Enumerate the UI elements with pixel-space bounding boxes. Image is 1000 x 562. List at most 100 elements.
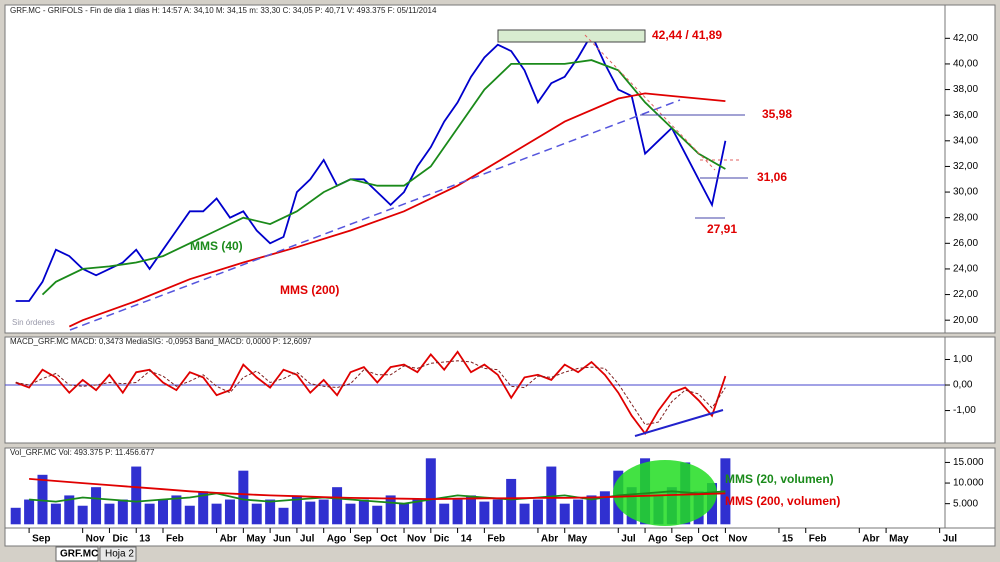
x-tick-label: Jun	[273, 534, 291, 545]
volume-bar	[412, 499, 423, 525]
x-tick-label: Jul	[621, 534, 636, 545]
x-tick-label: May	[889, 534, 909, 545]
volume-bar	[345, 503, 356, 525]
annotation: MMS (20, volumen)	[725, 472, 834, 486]
volume-bar	[399, 503, 410, 525]
x-tick-label: Abr	[220, 534, 237, 545]
y-tick-label: 1,00	[953, 354, 973, 365]
volume-bar	[117, 499, 128, 525]
annotation: 27,91	[707, 222, 737, 236]
y-tick-label: 26,00	[953, 238, 978, 249]
y-tick-label: 36,00	[953, 110, 978, 121]
sheet-tab[interactable]	[55, 546, 99, 562]
series-line	[15, 350, 727, 436]
x-tick-label: Dic	[434, 534, 450, 545]
volume-bar	[332, 487, 343, 525]
x-tick-label: Sep	[32, 534, 50, 545]
x-tick-label: Feb	[166, 534, 184, 545]
annotation: MMS (200, volumen)	[725, 494, 840, 508]
y-tick-label: 22,00	[953, 289, 978, 300]
volume-bar	[425, 458, 436, 525]
volume-bar	[184, 505, 195, 525]
y-tick-label: 5.000	[953, 498, 978, 509]
volume-bar	[586, 495, 597, 525]
y-tick-label: 38,00	[953, 84, 978, 95]
volume-bar	[131, 466, 142, 525]
y-tick-label: 40,00	[953, 59, 978, 70]
volume-bar	[265, 499, 276, 525]
x-tick-label: Sep	[353, 534, 371, 545]
x-tick-label: Oct	[380, 534, 397, 545]
volume-bar	[104, 503, 115, 525]
highlight-ellipse	[613, 460, 717, 526]
price-header: GRF.MC - GRIFOLS - Fin de día 1 días H: …	[10, 6, 437, 15]
x-tick-label: Feb	[487, 534, 505, 545]
volume-bar	[546, 466, 557, 525]
volume-bar	[559, 503, 570, 525]
x-tick-label: Jul	[943, 534, 958, 545]
macd-header: MACD_GRF.MC MACD: 0,3473 MediaSIG: -0,09…	[10, 337, 312, 346]
date-axis-panel	[4, 527, 996, 547]
y-tick-label: -1,00	[953, 405, 976, 416]
x-tick-label: 15	[782, 534, 794, 545]
volume-bar	[599, 491, 610, 525]
volume-bar	[238, 470, 249, 525]
volume-bar	[91, 487, 102, 525]
x-tick-label: Nov	[86, 534, 105, 545]
series-line	[15, 32, 727, 302]
annotation: 35,98	[762, 107, 792, 121]
price-axis-panel	[944, 4, 996, 334]
x-tick-label: Abr	[541, 534, 558, 545]
sheet-tab-label[interactable]: Hoja 2	[105, 549, 134, 560]
volume-bar	[305, 501, 316, 525]
annotation: Sin órdenes	[12, 318, 55, 327]
series-line	[15, 360, 726, 426]
x-tick-label: Ago	[648, 534, 667, 545]
x-tick-label: Feb	[809, 534, 827, 545]
sheet-tab[interactable]	[99, 546, 137, 562]
y-tick-label: 0,00	[953, 380, 973, 391]
y-tick-label: 34,00	[953, 135, 978, 146]
volume-bar	[573, 499, 584, 525]
volume-bar	[318, 499, 329, 525]
x-tick-label: 14	[461, 534, 473, 545]
volume-bar	[358, 499, 369, 525]
volume-bar	[198, 491, 209, 525]
x-tick-label: Dic	[112, 534, 128, 545]
volume-header: Vol_GRF.MC Vol: 493.375 P: 11.456.677	[10, 448, 155, 457]
volume-bar	[144, 503, 155, 525]
x-tick-label: Ago	[327, 534, 346, 545]
volume-bar	[479, 501, 490, 525]
volume-bar	[77, 505, 88, 525]
x-tick-label: Oct	[702, 534, 719, 545]
x-tick-label: 13	[139, 534, 151, 545]
volume-bar	[251, 503, 262, 525]
volume-bar	[385, 495, 396, 525]
x-tick-label: Nov	[728, 534, 747, 545]
volume-bar	[492, 499, 503, 525]
volume-bar	[506, 478, 517, 525]
x-tick-label: May	[246, 534, 266, 545]
annotation: 31,06	[757, 170, 787, 184]
y-tick-label: 15.000	[953, 457, 984, 468]
volume-bar	[465, 495, 476, 525]
volume-bar	[224, 499, 235, 525]
series-line	[41, 59, 726, 296]
volume-bar	[24, 499, 35, 525]
annotation: MMS (200)	[280, 283, 339, 297]
y-tick-label: 30,00	[953, 187, 978, 198]
y-tick-label: 10.000	[953, 478, 984, 489]
volume-bar	[158, 499, 169, 525]
annotation: MMS (40)	[190, 239, 243, 253]
x-tick-label: Jul	[300, 534, 315, 545]
macd-panel	[4, 336, 946, 444]
x-tick-label: Sep	[675, 534, 693, 545]
sheet-tab-label[interactable]: GRF.MC	[60, 549, 98, 560]
series-line	[68, 92, 726, 328]
volume-bar	[519, 503, 530, 525]
series-line	[29, 478, 726, 501]
y-tick-label: 24,00	[953, 264, 978, 275]
volume-bar	[10, 507, 21, 525]
x-tick-label: Abr	[862, 534, 879, 545]
